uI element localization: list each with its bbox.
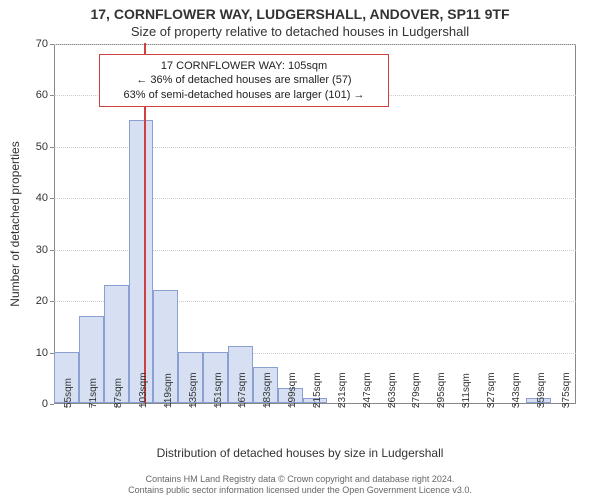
xtick-label: 87sqm: [113, 378, 124, 408]
xtick-label: 295sqm: [436, 372, 447, 408]
xtick-label: 135sqm: [188, 372, 199, 408]
xtick-label: 375sqm: [561, 372, 572, 408]
xtick-label: 215sqm: [312, 372, 323, 408]
ytick-label: 40: [36, 192, 48, 204]
annotation-line: ← 36% of detached houses are smaller (57…: [106, 73, 382, 87]
x-axis-label: Distribution of detached houses by size …: [0, 446, 600, 460]
xtick-label: 103sqm: [138, 372, 149, 408]
xtick-label: 55sqm: [63, 378, 74, 408]
xtick-label: 247sqm: [362, 372, 373, 408]
ytick-mark: [50, 404, 54, 405]
annotation-line: 63% of semi-detached houses are larger (…: [106, 88, 382, 102]
ytick-label: 30: [36, 244, 48, 256]
chart-title-main: 17, CORNFLOWER WAY, LUDGERSHALL, ANDOVER…: [0, 6, 600, 22]
xtick-label: 279sqm: [411, 372, 422, 408]
xtick-label: 327sqm: [486, 372, 497, 408]
plot-area: 01020304050607055sqm71sqm87sqm103sqm119s…: [54, 44, 576, 404]
ytick-label: 70: [36, 38, 48, 50]
y-axis-label: Number of detached properties: [8, 141, 22, 306]
ytick-label: 50: [36, 141, 48, 153]
annotation-box: 17 CORNFLOWER WAY: 105sqm← 36% of detach…: [99, 54, 389, 107]
xtick-label: 199sqm: [287, 372, 298, 408]
ytick-mark: [50, 44, 54, 45]
attribution-text: Contains HM Land Registry data © Crown c…: [0, 474, 600, 496]
xtick-label: 343sqm: [511, 372, 522, 408]
xtick-label: 263sqm: [387, 372, 398, 408]
xtick-label: 311sqm: [461, 373, 472, 408]
ytick-mark: [50, 147, 54, 148]
ytick-mark: [50, 250, 54, 251]
ytick-label: 20: [36, 295, 48, 307]
ytick-mark: [50, 301, 54, 302]
histogram-bar: [129, 120, 154, 403]
chart-container: 17, CORNFLOWER WAY, LUDGERSHALL, ANDOVER…: [0, 0, 600, 500]
ytick-label: 0: [42, 398, 48, 410]
gridline: [54, 44, 576, 45]
xtick-label: 151sqm: [213, 372, 224, 408]
xtick-label: 167sqm: [237, 372, 248, 408]
chart-title-sub: Size of property relative to detached ho…: [0, 24, 600, 39]
ytick-label: 60: [36, 89, 48, 101]
annotation-line: 17 CORNFLOWER WAY: 105sqm: [106, 59, 382, 73]
xtick-label: 71sqm: [88, 378, 99, 408]
ytick-mark: [50, 198, 54, 199]
xtick-label: 183sqm: [262, 372, 273, 408]
ytick-mark: [50, 95, 54, 96]
attribution-line2: Contains public sector information licen…: [0, 485, 600, 496]
xtick-label: 359sqm: [536, 372, 547, 408]
xtick-label: 119sqm: [163, 373, 174, 408]
ytick-label: 10: [36, 347, 48, 359]
xtick-label: 231sqm: [337, 372, 348, 408]
attribution-line1: Contains HM Land Registry data © Crown c…: [0, 474, 600, 485]
